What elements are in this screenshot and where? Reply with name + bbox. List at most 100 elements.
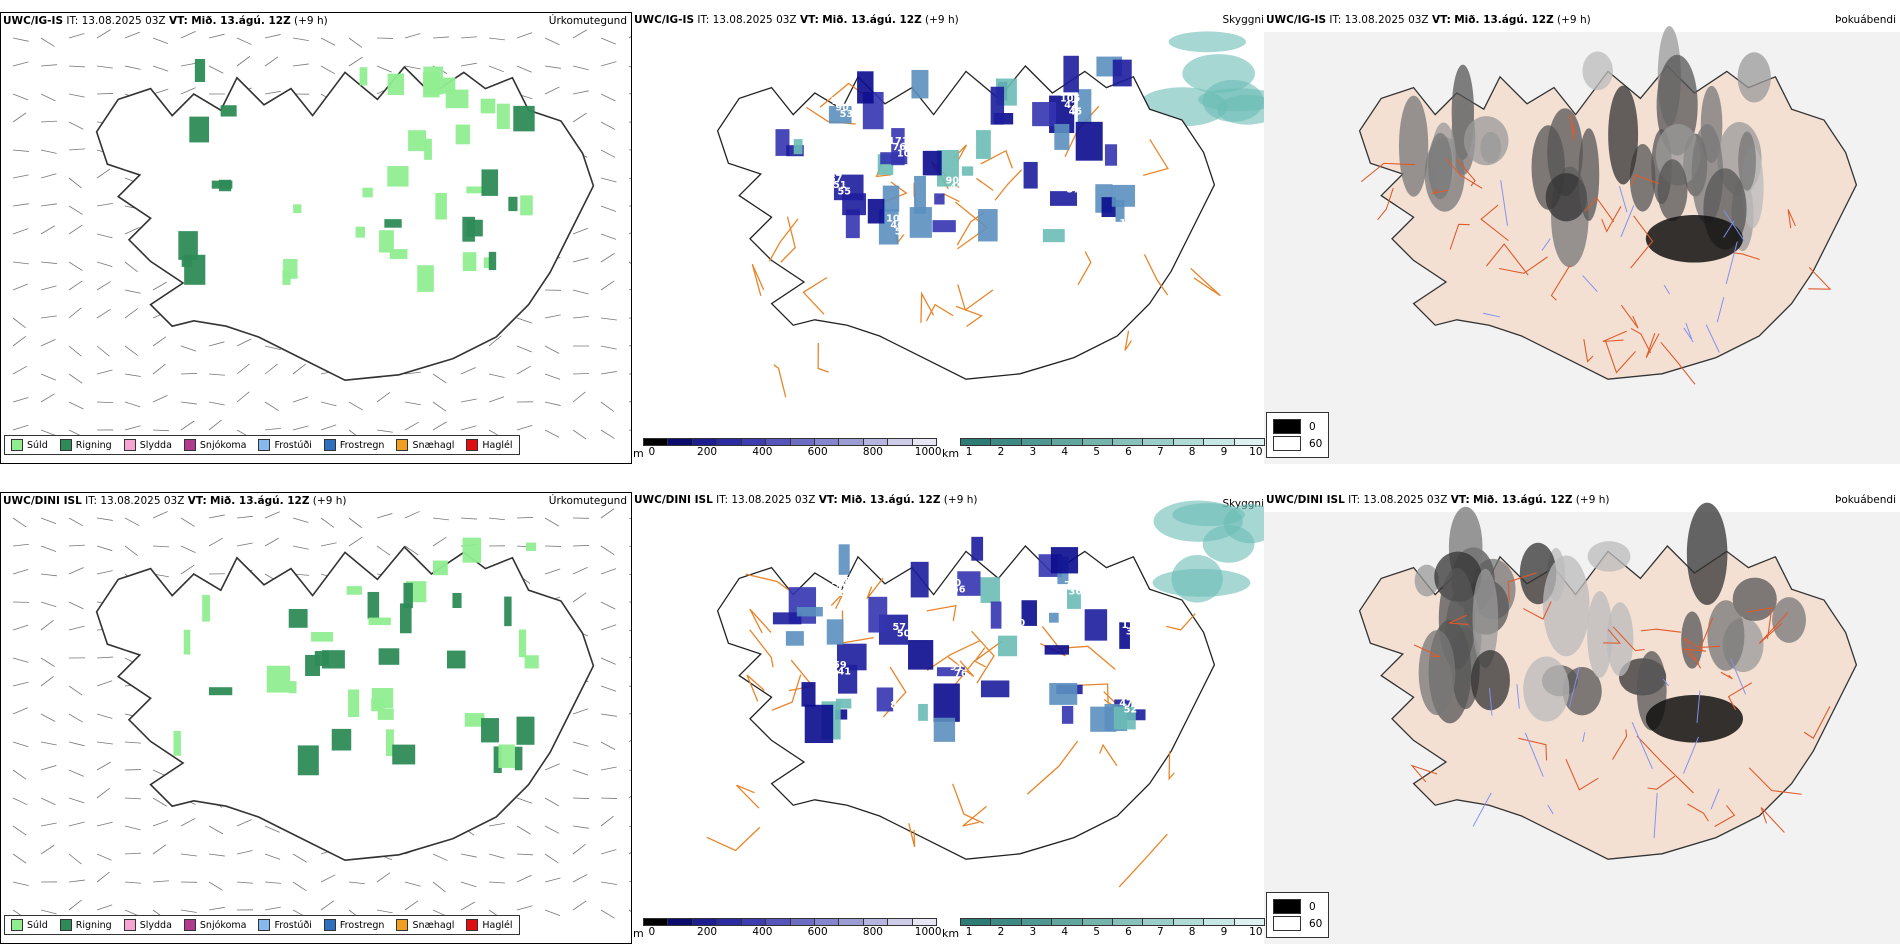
colorbar-tick: 0 (648, 926, 656, 938)
colorbar-tick: 7 (1156, 926, 1164, 938)
precip-cell (377, 708, 394, 720)
road (1630, 215, 1654, 269)
wind-barb (40, 225, 55, 235)
cloudbase-value: 50 (897, 629, 911, 640)
precip-cell (384, 219, 402, 228)
wind-barb (12, 37, 29, 42)
fog-cell (1578, 128, 1600, 222)
precip-cell (466, 186, 487, 194)
wind-barb (68, 544, 85, 547)
cloudbase-cell (793, 139, 803, 155)
legend-label: Frostregn (339, 439, 385, 451)
cloudbase-value: 60 (952, 104, 966, 115)
wind-barb (68, 401, 84, 410)
legend-swatch (11, 439, 23, 451)
road (1445, 158, 1483, 189)
legend-item: Haglél (466, 439, 513, 451)
visibility-colorbar: 1 2 3 4 5 6 7 8 9 10 (960, 438, 1266, 458)
wind-barb (96, 570, 113, 575)
visibility-cell (1168, 31, 1246, 53)
wind-barb (544, 568, 561, 575)
wind-barb (320, 401, 337, 407)
fog-legend: 0 60 (1266, 412, 1330, 458)
cloudbase-cell (914, 175, 926, 214)
colorbar-tick: 200 (697, 926, 718, 938)
wind-barb (292, 517, 309, 523)
wind-barb (124, 797, 141, 800)
river (1725, 241, 1738, 285)
precip-cell (524, 655, 539, 669)
road (1118, 833, 1168, 888)
wind-barb (572, 769, 589, 776)
cloudbase-cell (1063, 55, 1079, 93)
wind-barb (96, 261, 113, 268)
fog-cell (1738, 131, 1756, 191)
wind-barb (460, 425, 477, 431)
road (768, 218, 799, 262)
wind-barb (600, 881, 617, 885)
cloudbase-value: 55 (1003, 216, 1017, 227)
fog-cell (1772, 597, 1806, 643)
road (1190, 267, 1221, 297)
wind-barb (516, 905, 533, 911)
road (908, 823, 916, 848)
wind-barb (68, 65, 85, 68)
legend-label: Súld (27, 439, 48, 451)
river (1730, 658, 1747, 695)
cloudbase-cell (1050, 191, 1078, 206)
precip-legend: Súld Rigning Slydda Snjókoma Frostúði Frostre… (4, 435, 520, 455)
cloudbase-value: 16 (954, 189, 968, 200)
wind-barb (124, 741, 141, 744)
colorbar-segment (1051, 918, 1082, 926)
wind-barb (12, 517, 27, 528)
wind-barb (432, 36, 449, 39)
river (1568, 666, 1580, 708)
wind-barb (68, 821, 85, 827)
wind-barb (12, 283, 28, 291)
wind-barb (96, 713, 113, 719)
cloudbase-value: 57 (1066, 184, 1080, 195)
precip-cell (266, 665, 291, 693)
legend-item: Frostregn (323, 919, 385, 931)
road (1377, 187, 1394, 221)
wind-barb (404, 881, 421, 887)
wind-barb (152, 363, 166, 375)
cloudbase-value: 45 (835, 582, 849, 593)
river (1710, 788, 1720, 810)
colorbar-segment (838, 918, 863, 926)
wind-barb (180, 373, 198, 375)
legend-label: Frostregn (339, 919, 385, 931)
road (994, 169, 1023, 201)
fog-cell (1398, 95, 1429, 197)
colorbar-segment (643, 438, 668, 446)
wind-barb (432, 401, 447, 412)
wind-barb (40, 429, 57, 437)
wind-barb (208, 65, 224, 74)
cloudbase-cell (934, 193, 945, 205)
wind-barb (12, 797, 28, 806)
wind-barb (516, 65, 532, 73)
fog-cell (1681, 611, 1703, 669)
wind-barb (572, 227, 589, 235)
cloudbase-value: 42 (1011, 229, 1025, 240)
river (1683, 736, 1699, 774)
wind-barb (68, 853, 82, 865)
fog-legend: 0 60 (1266, 892, 1330, 938)
cloudbase-value: 46 (1062, 178, 1076, 189)
cloudbase-cell (882, 185, 900, 212)
wind-barb (404, 401, 421, 406)
colorbar-segment (740, 918, 766, 926)
wind-barb (124, 825, 141, 831)
wind-barb (348, 56, 363, 67)
river (1620, 205, 1635, 238)
wind-barb (40, 149, 57, 154)
wind-barb (376, 65, 392, 73)
colorbar-ticks: 1 2 3 4 5 6 7 8 9 10 (960, 446, 1265, 460)
wind-barb (600, 508, 615, 519)
cloudbase-cell (1119, 622, 1130, 649)
wind-barb (180, 853, 197, 857)
fog-cell (1732, 577, 1777, 621)
colorbar-tick: 1 (965, 926, 973, 938)
colorbar-segment (960, 438, 991, 446)
coastline (95, 545, 595, 862)
